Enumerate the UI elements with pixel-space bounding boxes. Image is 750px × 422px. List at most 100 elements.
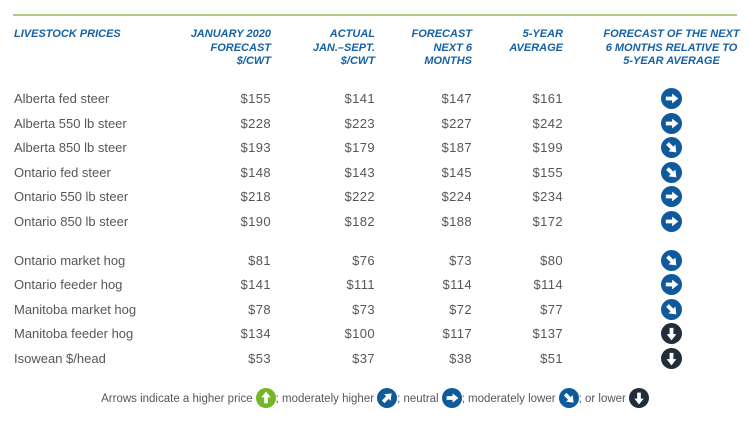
jan-2020-forecast-value: $190 bbox=[240, 213, 271, 229]
legend-text: ; moderately higher bbox=[275, 392, 375, 405]
trend-arrow-cell bbox=[563, 210, 750, 232]
actual-jan-sept-value: $223 bbox=[344, 115, 375, 131]
actual-jan-sept-value: $73 bbox=[352, 301, 375, 317]
jan-2020-forecast-value: $134 bbox=[240, 326, 271, 342]
arrow-down-right-icon bbox=[558, 387, 579, 408]
jan-2020-forecast-value: $53 bbox=[248, 350, 271, 366]
five-year-average-value: $161 bbox=[532, 91, 563, 107]
arrow-up-right-icon bbox=[377, 387, 398, 408]
five-year-average-value: $137 bbox=[532, 326, 563, 342]
actual-jan-sept-value: $111 bbox=[346, 277, 375, 293]
five-year-average-value: $242 bbox=[532, 115, 563, 131]
hog-rows-group: Ontario market hog $81 $76 $73 $80 Ontar… bbox=[0, 248, 750, 371]
forecast-next-6-value: $73 bbox=[449, 252, 472, 268]
trend-arrow-icon bbox=[661, 137, 682, 159]
trend-arrow-icon bbox=[661, 112, 682, 134]
col-header-actual-jan-sept: ACTUAL JAN.–SEPT. $/CWT bbox=[312, 28, 375, 67]
trend-arrow-icon bbox=[661, 323, 682, 345]
five-year-average-value: $114 bbox=[533, 277, 563, 293]
jan-2020-forecast-value: $141 bbox=[240, 277, 271, 293]
trend-arrow-cell bbox=[563, 249, 750, 271]
trend-arrow-icon bbox=[661, 88, 682, 110]
jan-2020-forecast-value: $228 bbox=[240, 115, 271, 131]
trend-arrow-icon bbox=[661, 298, 682, 320]
jan-2020-forecast-value: $193 bbox=[240, 140, 271, 156]
row-label: Ontario 550 lb steer bbox=[14, 189, 129, 205]
trend-arrow-icon bbox=[661, 186, 682, 208]
legend: Arrows indicate a higher price ; moderate… bbox=[0, 387, 750, 408]
actual-jan-sept-value: $179 bbox=[344, 140, 375, 156]
legend-moderately-higher bbox=[374, 387, 398, 408]
forecast-next-6-value: $114 bbox=[442, 277, 472, 293]
forecast-next-6-value: $72 bbox=[449, 301, 472, 317]
actual-jan-sept-value: $141 bbox=[344, 91, 375, 107]
legend-neutral bbox=[439, 387, 462, 408]
col-header-5-year-average: 5-YEAR AVERAGE bbox=[509, 28, 563, 54]
trend-arrow-cell bbox=[563, 161, 750, 183]
table-row: Alberta 550 lb steer $228 $223 $227 $242 bbox=[0, 111, 750, 136]
trend-arrow-icon bbox=[661, 274, 682, 296]
five-year-average-value: $155 bbox=[532, 164, 563, 180]
trend-arrow-cell bbox=[563, 112, 750, 134]
forecast-next-6-value: $227 bbox=[441, 115, 472, 131]
steer-rows-group: Alberta fed steer $155 $141 $147 $161 Al… bbox=[0, 87, 750, 234]
forecast-next-6-value: $145 bbox=[441, 164, 472, 180]
trend-arrow-cell bbox=[563, 323, 750, 345]
legend-text: Arrows indicate a higher price bbox=[101, 392, 253, 405]
table-row: Ontario 550 lb steer $218 $222 $224 $234 bbox=[0, 185, 750, 210]
row-label: Alberta fed steer bbox=[14, 91, 110, 107]
table-row: Ontario 850 lb steer $190 $182 $188 $172 bbox=[0, 209, 750, 234]
forecast-next-6-value: $38 bbox=[449, 350, 472, 366]
row-label: Ontario 850 lb steer bbox=[14, 213, 129, 229]
top-divider-rule bbox=[13, 14, 737, 16]
five-year-average-value: $234 bbox=[532, 189, 563, 205]
five-year-average-value: $80 bbox=[540, 252, 563, 268]
actual-jan-sept-value: $100 bbox=[344, 326, 375, 342]
arrow-down-icon bbox=[628, 387, 649, 408]
trend-arrow-cell bbox=[563, 88, 750, 110]
col-header-livestock-prices: LIVESTOCK PRICES bbox=[14, 28, 121, 40]
trend-arrow-icon bbox=[661, 347, 682, 369]
actual-jan-sept-value: $37 bbox=[352, 350, 375, 366]
trend-arrow-icon bbox=[661, 161, 682, 183]
col-header-forecast-relative-to-average: FORECAST OF THE NEXT 6 MONTHS RELATIVE T… bbox=[603, 28, 740, 67]
forecast-next-6-value: $187 bbox=[441, 140, 472, 156]
five-year-average-value: $199 bbox=[532, 140, 563, 156]
row-label: Ontario fed steer bbox=[14, 164, 111, 180]
actual-jan-sept-value: $182 bbox=[344, 213, 375, 229]
arrow-right-icon bbox=[441, 387, 462, 408]
legend-moderately-lower bbox=[556, 387, 579, 408]
arrow-up-icon bbox=[255, 387, 276, 408]
jan-2020-forecast-value: $218 bbox=[240, 189, 271, 205]
legend-lower bbox=[626, 387, 649, 408]
legend-text: ; neutral bbox=[397, 392, 439, 405]
table-row: Manitoba feeder hog $134 $100 $117 $137 bbox=[0, 322, 750, 347]
row-label: Manitoba feeder hog bbox=[14, 326, 134, 342]
row-label: Alberta 850 lb steer bbox=[14, 140, 127, 156]
row-label: Isowean $/head bbox=[14, 350, 106, 366]
table-row: Ontario feeder hog $141 $111 $114 $114 bbox=[0, 273, 750, 298]
table-row: Isowean $/head $53 $37 $38 $51 bbox=[0, 346, 750, 371]
table-row: Alberta 850 lb steer $193 $179 $187 $199 bbox=[0, 136, 750, 161]
table-row: Ontario fed steer $148 $143 $145 $155 bbox=[0, 160, 750, 185]
trend-arrow-cell bbox=[563, 137, 750, 159]
jan-2020-forecast-value: $78 bbox=[248, 301, 271, 317]
table-row: Ontario market hog $81 $76 $73 $80 bbox=[0, 248, 750, 273]
row-label: Manitoba market hog bbox=[14, 301, 137, 317]
trend-arrow-icon bbox=[661, 249, 682, 271]
trend-arrow-cell bbox=[563, 274, 750, 296]
actual-jan-sept-value: $76 bbox=[352, 252, 375, 268]
row-label: Alberta 550 lb steer bbox=[14, 115, 127, 131]
jan-2020-forecast-value: $148 bbox=[240, 164, 271, 180]
jan-2020-forecast-value: $81 bbox=[248, 252, 271, 268]
trend-arrow-icon bbox=[661, 210, 682, 232]
forecast-next-6-value: $117 bbox=[442, 326, 472, 342]
legend-text: ; moderately lower bbox=[461, 392, 556, 405]
legend-higher bbox=[253, 387, 276, 408]
five-year-average-value: $172 bbox=[532, 213, 563, 229]
five-year-average-value: $51 bbox=[540, 350, 563, 366]
col-header-forecast-next-6-months: FORECAST NEXT 6 MONTHS bbox=[411, 28, 473, 67]
table-row: Alberta fed steer $155 $141 $147 $161 bbox=[0, 87, 750, 112]
actual-jan-sept-value: $143 bbox=[344, 164, 375, 180]
row-label: Ontario feeder hog bbox=[14, 277, 123, 293]
